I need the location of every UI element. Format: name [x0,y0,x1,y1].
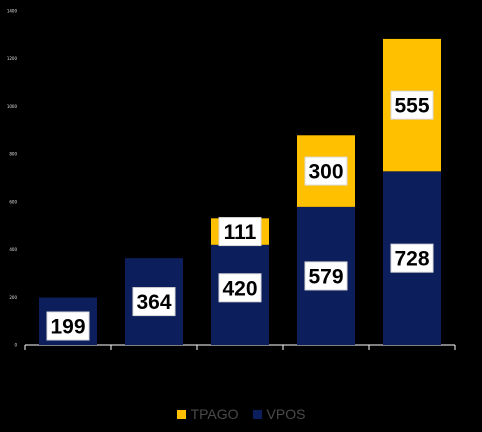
y-tick-label: 200 [9,295,17,300]
y-tick-label: 1200 [7,56,18,61]
y-tick-label: 1400 [7,9,18,14]
legend-item-vpos: VPOS [252,406,306,422]
data-label-tpago-box [304,156,348,186]
legend-swatch-vpos [252,409,262,419]
data-label-tpago: 111 [224,221,257,244]
data-label-vpos: 199 [50,316,85,339]
legend: TPAGO VPOS [0,406,482,422]
data-label-vpos: 728 [394,248,429,271]
legend-label-vpos: VPOS [266,406,306,422]
legend-swatch-tpago [176,409,186,419]
y-tick-label: 600 [9,199,17,204]
data-label-tpago-box [390,90,434,120]
data-label-vpos: 364 [136,291,171,314]
legend-label-tpago: TPAGO [190,406,239,422]
y-tick-label: 0 [14,343,17,348]
data-label-vpos-box [46,311,90,341]
data-label-vpos-box [218,273,262,303]
y-tick-label: 1000 [7,104,18,109]
data-label-vpos: 420 [222,277,257,300]
data-label-vpos-box [304,261,348,291]
y-tick-label: 400 [9,247,17,252]
legend-item-tpago: TPAGO [176,406,239,422]
data-label-tpago: 555 [394,95,429,118]
data-label-tpago: 300 [308,161,343,184]
y-tick-label: 800 [9,152,17,157]
data-label-tpago-box [218,217,262,247]
data-label-vpos-box [390,243,434,273]
data-label-vpos-box [132,287,176,317]
data-label-vpos: 579 [308,265,343,288]
